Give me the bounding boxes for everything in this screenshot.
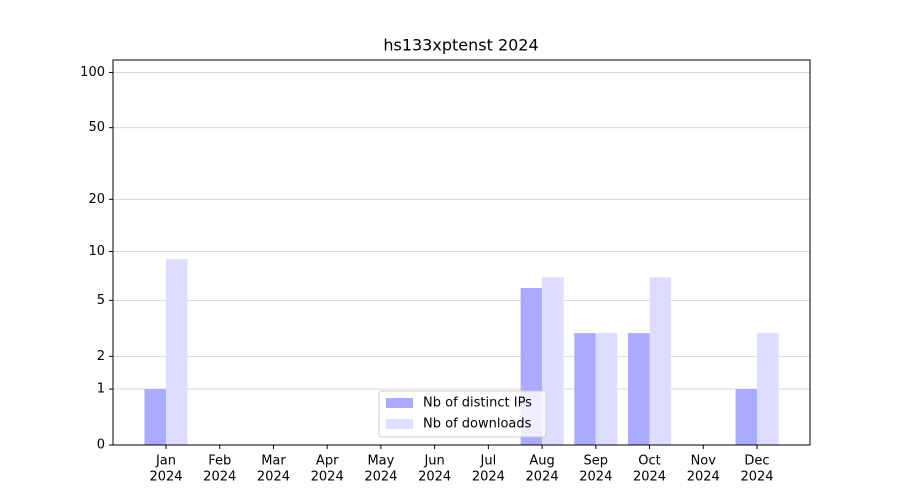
x-tick-label: May xyxy=(367,454,394,469)
x-tick-label: 2024 xyxy=(311,470,344,485)
x-tick-label: 2024 xyxy=(579,470,612,485)
x-tick-label: 2024 xyxy=(740,470,773,485)
x-tick-label: Jul xyxy=(480,454,497,469)
bar xyxy=(649,277,672,445)
x-tick-label: 2024 xyxy=(687,470,720,485)
x-tick-label: 2024 xyxy=(633,470,666,485)
y-tick-label: 100 xyxy=(80,65,105,80)
bar xyxy=(735,389,757,445)
bar xyxy=(144,389,166,445)
y-tick-label: 0 xyxy=(97,438,105,453)
bar xyxy=(574,333,596,445)
bar xyxy=(757,333,779,445)
x-tick-label: 2024 xyxy=(472,470,505,485)
bar xyxy=(166,259,188,445)
x-tick-label: 2024 xyxy=(257,470,290,485)
x-tick-label: Apr xyxy=(316,454,339,469)
x-tick-label: 2024 xyxy=(364,470,397,485)
chart-title: hs133xptenst 2024 xyxy=(383,36,538,55)
x-tick-label: Jun xyxy=(423,454,444,469)
bar xyxy=(595,333,618,445)
legend-swatch xyxy=(386,398,413,408)
x-tick-label: Feb xyxy=(208,454,231,469)
y-tick-label: 10 xyxy=(88,244,105,259)
y-tick-label: 1 xyxy=(97,382,105,397)
legend-label: Nb of downloads xyxy=(423,417,532,432)
legend-box xyxy=(378,390,547,438)
x-tick-label: Aug xyxy=(529,454,554,469)
x-tick-label: Jan xyxy=(155,454,176,469)
plot-frame xyxy=(112,59,811,446)
x-tick-label: 2024 xyxy=(418,470,451,485)
y-tick-label: 20 xyxy=(88,192,105,207)
x-tick-label: Nov xyxy=(691,454,717,469)
bar xyxy=(542,277,564,445)
y-tick-label: 5 xyxy=(97,293,105,308)
x-tick-label: 2024 xyxy=(526,470,559,485)
legend-label: Nb of distinct IPs xyxy=(423,396,532,411)
x-tick-label: Sep xyxy=(584,454,609,469)
x-tick-label: Mar xyxy=(261,454,286,469)
x-tick-label: 2024 xyxy=(149,470,182,485)
legend-swatch xyxy=(386,419,413,429)
bar xyxy=(628,333,650,445)
y-tick-label: 50 xyxy=(88,120,105,135)
x-tick-label: 2024 xyxy=(203,470,236,485)
x-tick-label: Dec xyxy=(744,454,769,469)
x-tick-label: Oct xyxy=(638,454,660,469)
y-tick-label: 2 xyxy=(97,349,105,364)
